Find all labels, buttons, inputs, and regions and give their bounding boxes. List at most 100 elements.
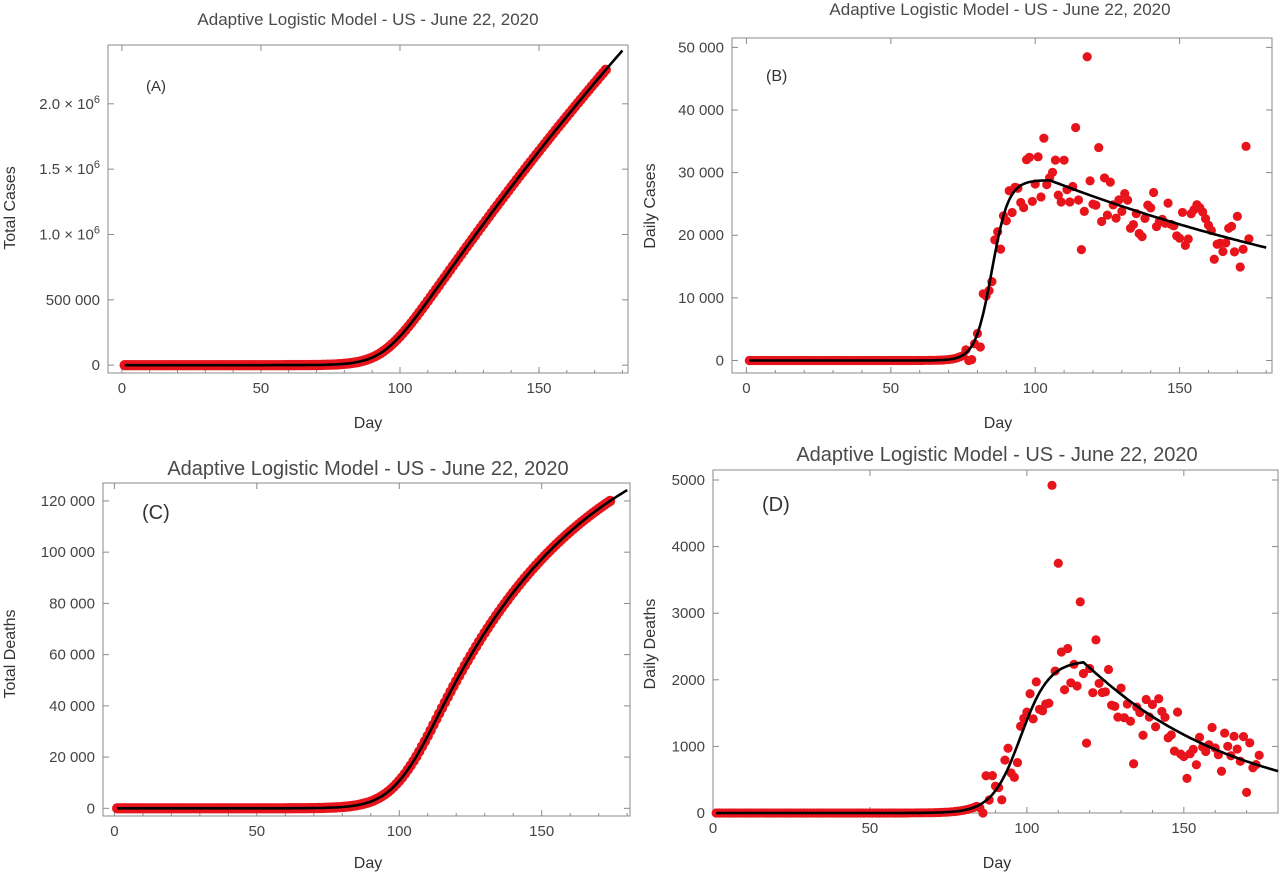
panel-b-label: (B) [766, 68, 787, 85]
data-point [995, 244, 1006, 254]
data-point [1059, 155, 1069, 165]
y-tick-label: 2.0 × 106 [39, 94, 100, 113]
data-point [1050, 155, 1061, 165]
data-point [997, 795, 1007, 805]
data-point [1238, 732, 1249, 742]
y-tick-label: 4000 [672, 539, 705, 556]
data-point [1226, 221, 1237, 231]
y-tick-label: 100 000 [41, 544, 95, 561]
data-point [1123, 195, 1133, 205]
data-point [1114, 195, 1124, 205]
x-tick-label: 150 [1167, 380, 1192, 397]
y-tick-label: 50 000 [678, 39, 724, 56]
data-point [1076, 245, 1087, 255]
panel-c-xlabel: Day [354, 855, 382, 872]
data-point [975, 342, 985, 352]
data-point [1221, 238, 1231, 248]
data-point [1125, 716, 1136, 726]
data-point [1242, 787, 1252, 797]
y-tick-label: 0 [697, 805, 705, 822]
panel-d-data-points [711, 480, 1264, 818]
panel-a-title: Adaptive Logistic Model - US - June 22, … [197, 10, 538, 29]
y-tick-label: 1.5 × 106 [39, 159, 100, 178]
panel-c-ylabel: Total Deaths [2, 610, 19, 699]
data-point [1009, 772, 1019, 782]
data-point [1053, 558, 1063, 568]
data-point [1088, 688, 1098, 698]
panel-d-label: (D) [762, 494, 790, 516]
data-point [1245, 738, 1255, 748]
data-point [1094, 142, 1104, 153]
data-point [1182, 773, 1192, 783]
panel-d-xlabel: Day [983, 855, 1011, 872]
data-point [1229, 731, 1239, 741]
panel-b-title: Adaptive Logistic Model - US - June 22, … [829, 0, 1170, 19]
data-point [1071, 122, 1081, 133]
data-point [984, 795, 994, 805]
x-tick-label: 0 [118, 380, 126, 397]
data-point [1082, 52, 1092, 62]
y-tick-label: 10 000 [678, 290, 724, 307]
data-point [1141, 694, 1151, 705]
data-point [1150, 722, 1161, 732]
data-point [1003, 743, 1013, 753]
data-point [1238, 244, 1248, 254]
x-tick-label: 150 [529, 823, 554, 840]
panel-c-title: Adaptive Logistic Model - US - June 22, … [167, 458, 568, 480]
y-tick-label: 5000 [672, 472, 705, 489]
panel-b: Adaptive Logistic Model - US - June 22, … [642, 0, 1273, 432]
data-point [1174, 233, 1185, 243]
panel-c-frame [102, 482, 631, 817]
data-point [1110, 701, 1120, 711]
data-point [1072, 681, 1082, 691]
data-point [1218, 246, 1228, 257]
data-point [1000, 755, 1010, 765]
x-tick-label: 100 [1023, 380, 1048, 397]
data-point [1149, 187, 1159, 198]
x-tick-label: 0 [110, 823, 118, 840]
data-point [1079, 206, 1089, 216]
data-point [1103, 664, 1114, 675]
y-tick-label: 3000 [672, 605, 705, 622]
data-point [1177, 207, 1188, 218]
data-point [1232, 211, 1242, 221]
panel-d-ylabel: Daily Deaths [642, 599, 659, 690]
panel-c-fit-curve [117, 488, 628, 810]
data-point [1025, 689, 1035, 699]
y-tick-label: 2000 [672, 672, 705, 689]
x-tick-label: 100 [387, 380, 412, 397]
x-tick-label: 100 [1014, 820, 1039, 837]
x-tick-label: 50 [882, 380, 899, 397]
data-point [1012, 757, 1023, 768]
data-point [1129, 759, 1139, 769]
data-point [978, 808, 988, 818]
data-point [1163, 198, 1173, 208]
x-tick-label: 50 [862, 820, 879, 837]
y-tick-label: 80 000 [49, 595, 95, 612]
data-point [1042, 180, 1052, 190]
x-tick-label: 150 [1171, 820, 1196, 837]
data-point [1019, 202, 1029, 213]
data-point [1254, 750, 1264, 760]
panel-a: Adaptive Logistic Model - US - June 22, … [2, 10, 629, 432]
data-point [1209, 254, 1219, 264]
data-point [1105, 177, 1115, 187]
x-tick-label: 0 [709, 820, 717, 837]
y-tick-label: 30 000 [678, 165, 724, 182]
data-point [1094, 678, 1104, 689]
data-point [1220, 728, 1230, 738]
data-point [1154, 694, 1164, 704]
x-tick-label: 50 [248, 823, 265, 840]
data-point [1091, 635, 1101, 645]
data-point [1044, 698, 1054, 708]
data-point [1024, 152, 1035, 162]
x-tick-label: 150 [527, 380, 552, 397]
data-point [1146, 203, 1156, 213]
panel-d-title: Adaptive Logistic Model - US - June 22, … [796, 444, 1197, 466]
data-point [1027, 196, 1037, 207]
data-point [1063, 643, 1073, 654]
x-tick-label: 50 [253, 380, 270, 397]
y-tick-label: 1000 [672, 738, 705, 755]
data-point [1207, 722, 1217, 733]
